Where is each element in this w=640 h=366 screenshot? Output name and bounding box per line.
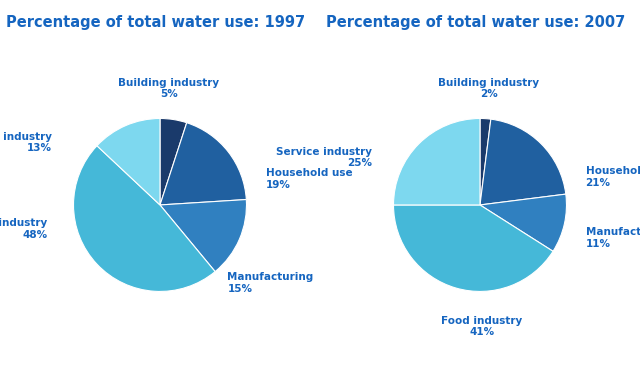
Text: Building industry
2%: Building industry 2% bbox=[438, 78, 540, 100]
Text: Household use
19%: Household use 19% bbox=[266, 168, 352, 190]
Text: Food industry
48%: Food industry 48% bbox=[0, 219, 47, 240]
Text: Manufacturing
11%: Manufacturing 11% bbox=[586, 227, 640, 249]
Text: Percentage of total water use: 1997: Percentage of total water use: 1997 bbox=[6, 15, 305, 30]
Text: Food industry
41%: Food industry 41% bbox=[441, 315, 522, 337]
Wedge shape bbox=[480, 194, 566, 251]
Text: Service industry
25%: Service industry 25% bbox=[276, 147, 372, 168]
Wedge shape bbox=[160, 199, 246, 272]
Wedge shape bbox=[394, 119, 480, 205]
Wedge shape bbox=[480, 119, 491, 205]
Wedge shape bbox=[160, 123, 246, 205]
Text: Building industry
5%: Building industry 5% bbox=[118, 78, 220, 100]
Text: Household use
21%: Household use 21% bbox=[586, 167, 640, 188]
Text: Percentage of total water use: 2007: Percentage of total water use: 2007 bbox=[326, 15, 626, 30]
Text: Manufacturing
15%: Manufacturing 15% bbox=[227, 272, 314, 294]
Wedge shape bbox=[74, 146, 215, 291]
Text: Service industry
13%: Service industry 13% bbox=[0, 132, 52, 153]
Wedge shape bbox=[160, 119, 187, 205]
Wedge shape bbox=[97, 119, 160, 205]
Wedge shape bbox=[480, 119, 566, 205]
Wedge shape bbox=[394, 205, 553, 291]
